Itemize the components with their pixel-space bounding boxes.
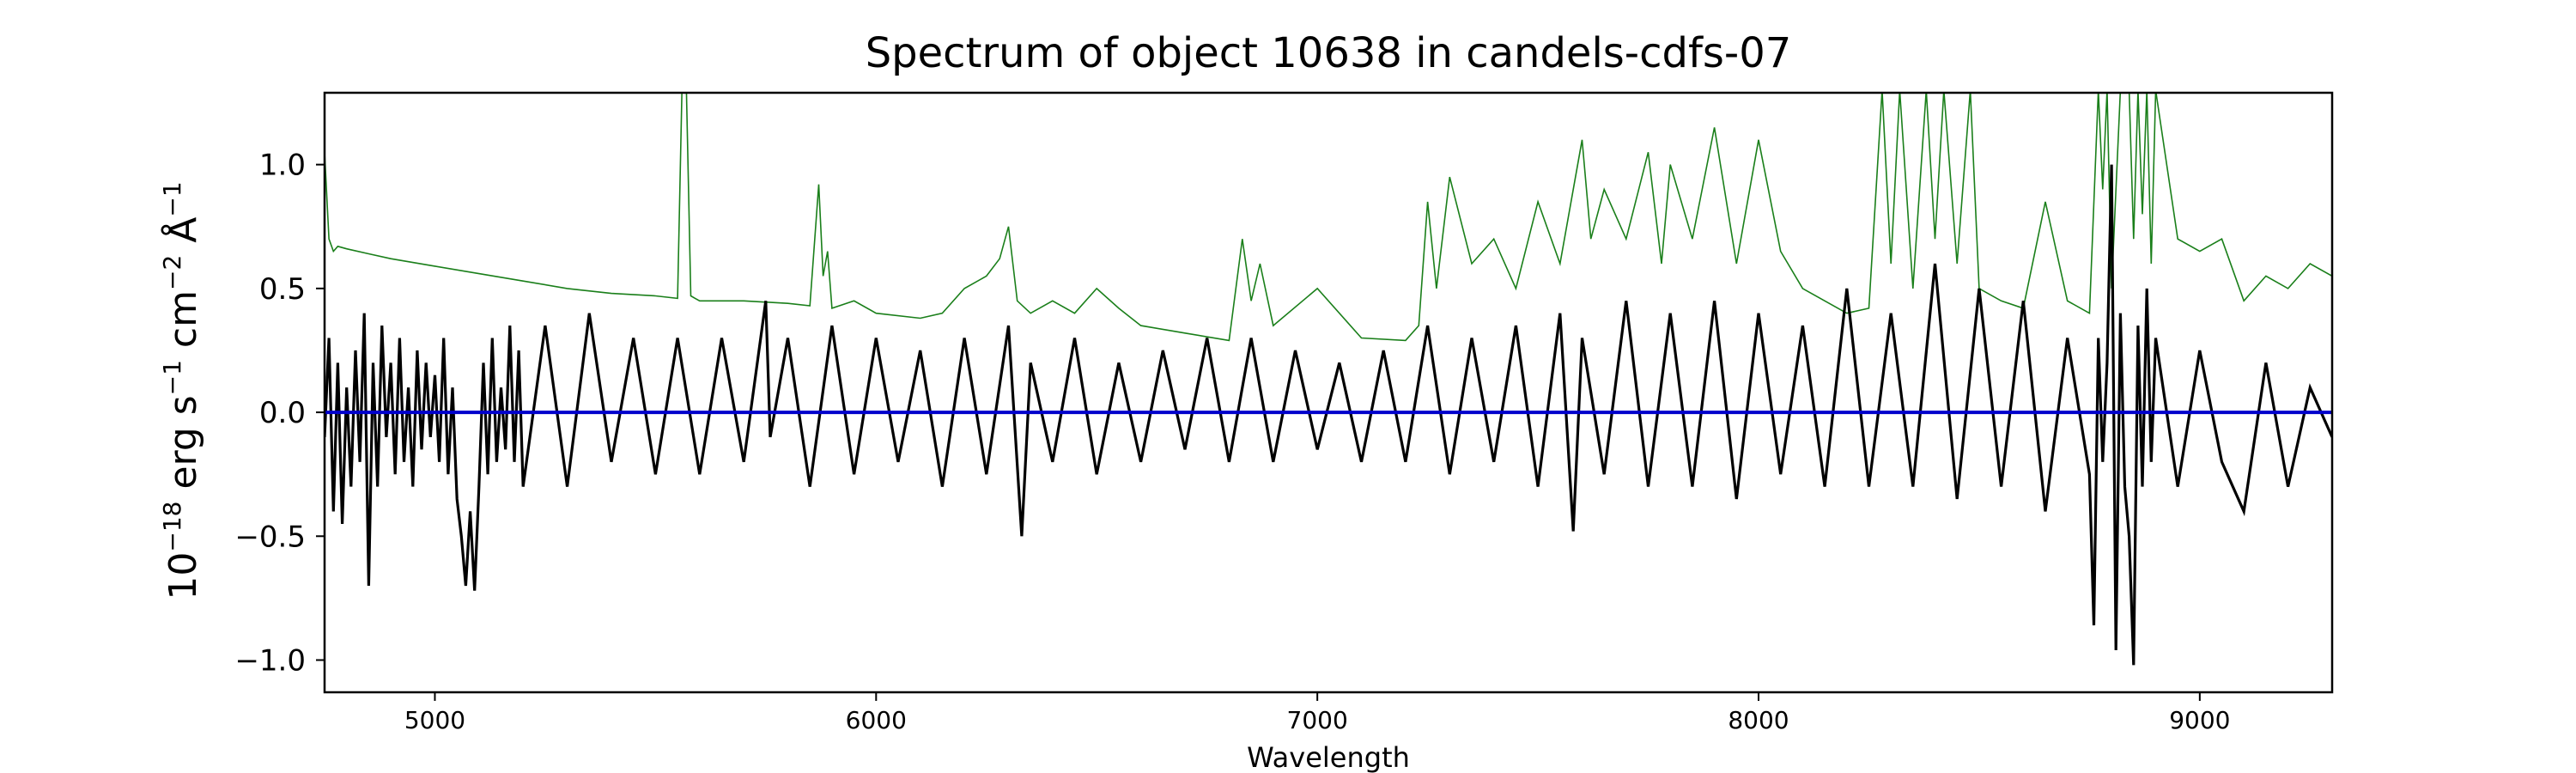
y-label-unit1-exp: −1 [158, 360, 186, 395]
y-label-prefix-exp: −18 [158, 502, 186, 552]
x-tick-label: 7000 [1287, 706, 1348, 734]
chart-title: Spectrum of object 10638 in candels-cdfs… [866, 29, 1792, 77]
y-label-unit2: cm [161, 290, 205, 360]
y-axis-ticks: −1.0 −0.5 0.0 0.5 1.0 [234, 149, 325, 679]
x-axis-label: Wavelength [1247, 741, 1410, 773]
y-label-unit3-exp: −1 [158, 181, 186, 216]
plot-frame [323, 91, 2334, 694]
uncertainty-line [325, 93, 2332, 342]
x-tick-label: 9000 [2169, 706, 2230, 734]
y-label-prefix: 10 [161, 552, 205, 600]
y-tick-label: −0.5 [234, 520, 306, 554]
y-axis-label: 10−18 erg s−1 cm−2 Å−1 [158, 181, 205, 600]
x-axis-ticks: 5000 6000 7000 8000 9000 [404, 692, 2230, 734]
y-label-unit1: erg s [161, 395, 205, 501]
y-tick-label: 0.0 [259, 396, 306, 430]
y-label-unit3: Å [160, 217, 205, 255]
y-label-unit2-exp: −2 [158, 255, 186, 290]
y-tick-label: 1.0 [259, 149, 306, 183]
x-tick-label: 5000 [404, 706, 465, 734]
y-tick-label: −1.0 [234, 644, 306, 679]
x-tick-label: 6000 [846, 706, 907, 734]
x-tick-label: 8000 [1728, 706, 1789, 734]
y-tick-label: 0.5 [259, 272, 306, 307]
flux-line [325, 164, 2332, 666]
